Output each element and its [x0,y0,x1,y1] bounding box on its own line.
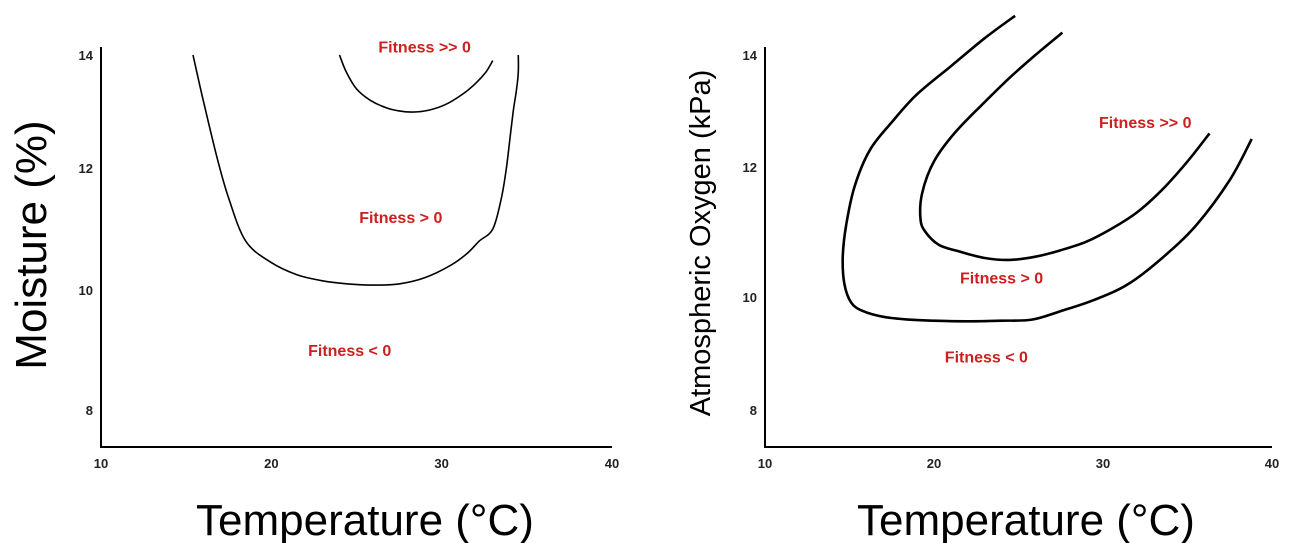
fitness-region-labels: Fitness >> 0 Fitness > 0 Fitness < 0 [945,115,1192,366]
fitness-region-label: Fitness > 0 [359,210,442,227]
y-tick-label: 14 [79,48,94,63]
x-axis-title: Temperature (°C) [857,496,1195,543]
x-tick-label: 10 [94,456,108,471]
x-tick-label: 10 [758,456,772,471]
fitness-contours [192,54,520,286]
y-axis-title: Atmospheric Oxygen (kPa) [685,70,717,417]
x-tick-label: 40 [605,456,619,471]
fitness-region-label: Fitness > 0 [960,271,1043,288]
fitness-region-label: Fitness >> 0 [378,40,471,57]
y-tick-labels: 8 10 12 14 [79,48,94,418]
y-tick-label: 8 [86,403,93,418]
y-tick-labels: 8 10 12 14 [743,48,758,418]
fitness-contour-outer [841,14,1253,323]
x-axis-title: Temperature (°C) [196,496,534,543]
y-tick-label: 14 [743,48,758,63]
x-tick-label: 20 [264,456,278,471]
y-tick-label: 8 [750,403,757,418]
y-tick-label: 10 [743,290,757,305]
oxygen-chart: 8 10 12 14 10 20 30 40 Fitness >> 0 Fitness > 0… [685,14,1279,543]
x-tick-labels: 10 20 30 40 [758,456,1279,471]
fitness-contours [841,14,1253,323]
x-tick-labels: 10 20 30 40 [94,456,619,471]
fitness-contour-inner [918,31,1211,262]
x-tick-label: 20 [927,456,941,471]
x-tick-label: 30 [434,456,448,471]
fitness-region-label: Fitness < 0 [945,349,1028,366]
y-tick-label: 12 [79,161,93,176]
fitness-contour-inner [338,54,494,113]
y-tick-label: 10 [79,283,93,298]
x-tick-label: 30 [1096,456,1110,471]
fitness-contour-outer [192,54,520,286]
y-tick-label: 12 [743,160,757,175]
fitness-region-label: Fitness >> 0 [1099,115,1192,132]
y-axis-title: Moisture (%) [7,120,56,369]
fitness-region-label: Fitness < 0 [308,343,391,360]
fitness-region-labels: Fitness >> 0 Fitness > 0 Fitness < 0 [308,40,471,360]
moisture-chart: 8 10 12 14 10 20 30 40 Fitness >> 0 Fitness > 0… [7,40,619,543]
x-tick-label: 40 [1265,456,1279,471]
